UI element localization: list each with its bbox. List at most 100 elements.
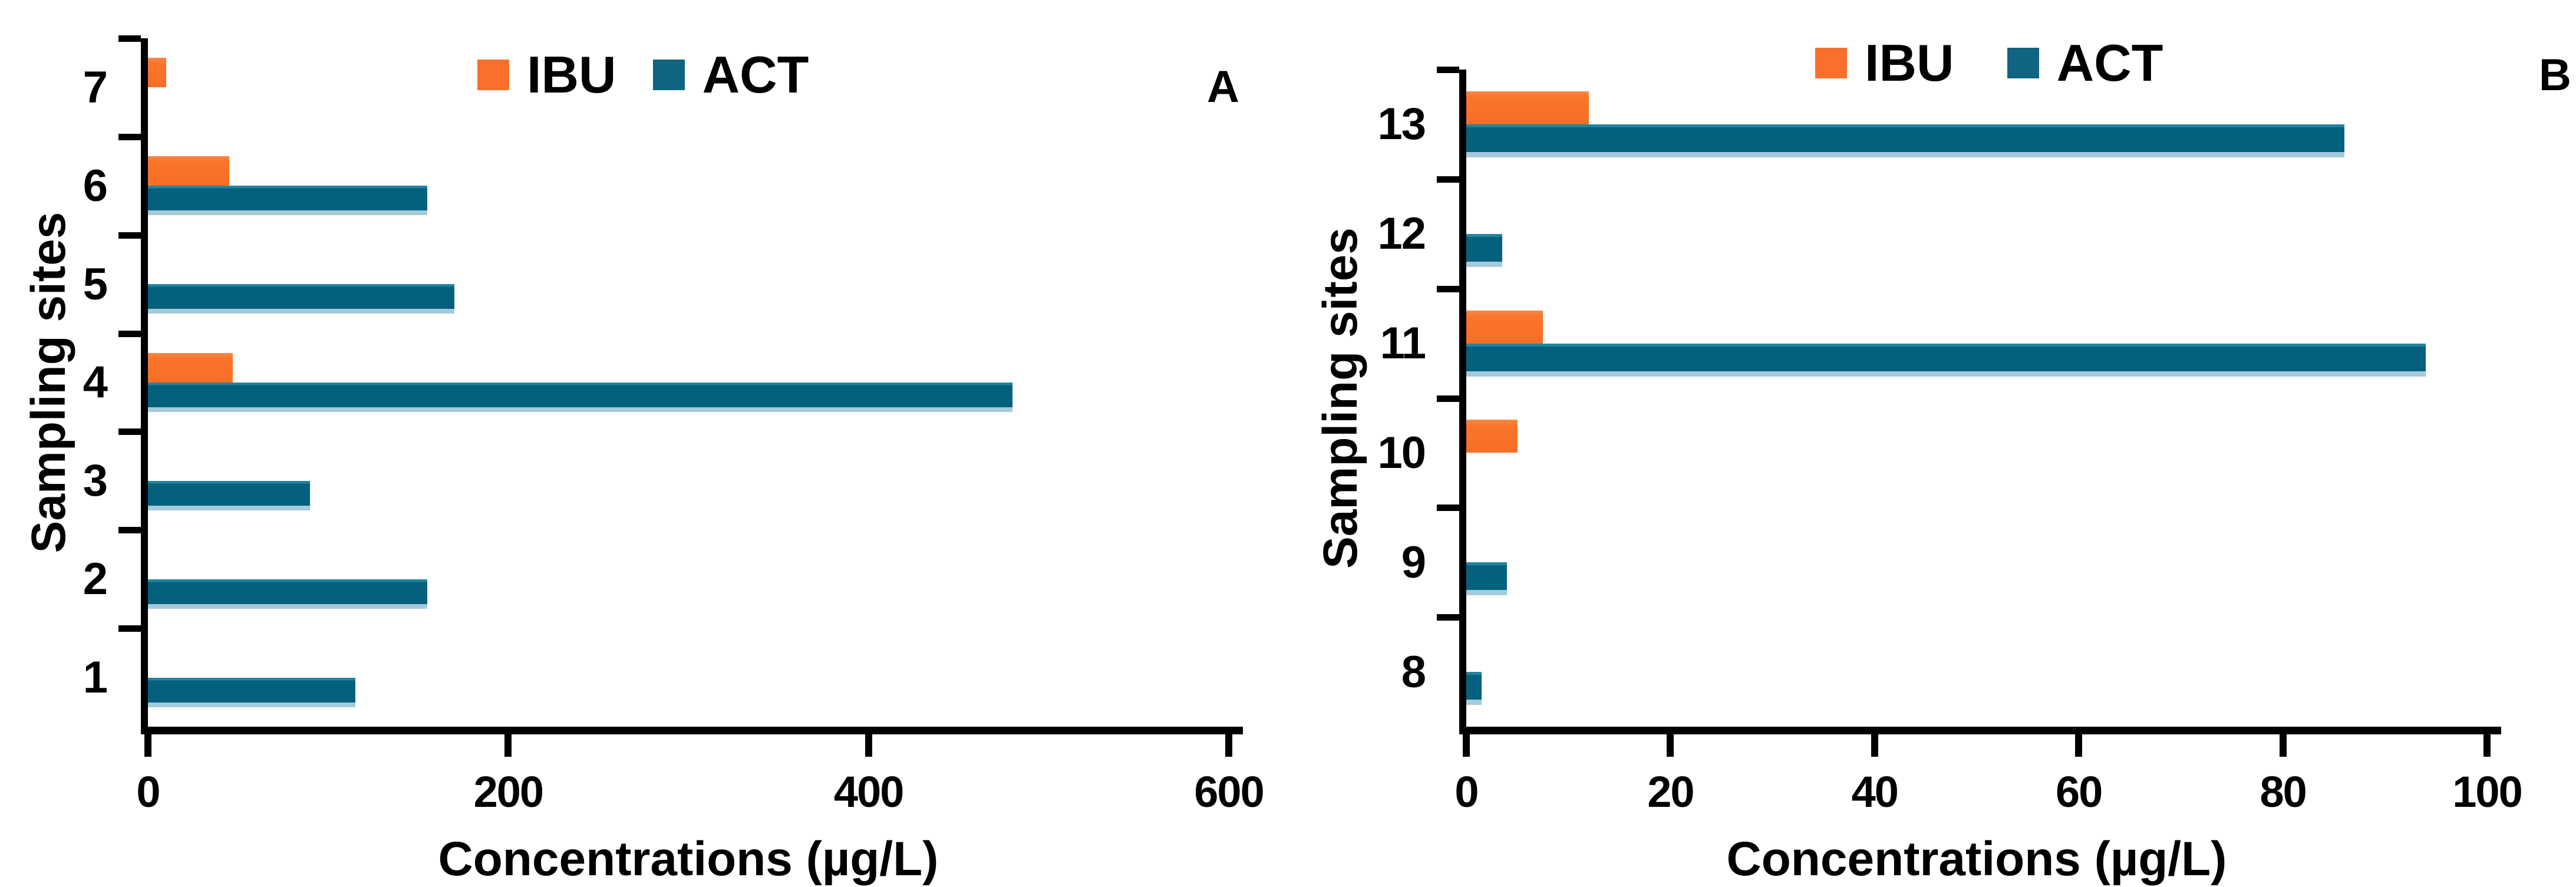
bar-pair-site-10 xyxy=(1466,420,2487,486)
bar-act-site-2 xyxy=(148,579,427,609)
bar-ibu-site-11 xyxy=(1466,310,1543,344)
y-axis-tick xyxy=(118,330,141,337)
x-axis-tick-20 xyxy=(1667,734,1674,757)
legend-swatch-ibu-icon xyxy=(477,60,509,90)
category-band-site-7 xyxy=(148,38,1229,137)
x-tick-label-400: 400 xyxy=(833,767,904,816)
category-band-site-13 xyxy=(1466,70,2487,179)
panel-b: 0 20 40 60 80 100 Concentrations (µg/L) 13 12 11 1… xyxy=(1285,0,2576,886)
bar-pair-site-3 xyxy=(148,451,1229,510)
bar-ibu-site-4 xyxy=(148,352,233,383)
x-axis-tick-0 xyxy=(1463,734,1470,757)
bar-act-site-1 xyxy=(148,677,355,707)
bar-pair-site-2 xyxy=(148,550,1229,609)
bar-act-site-9 xyxy=(1466,562,1508,596)
bar-ibu-site-7 xyxy=(148,58,166,88)
y-tick-label-site-11: 11 xyxy=(1380,318,1426,369)
legend-label-ibu: IBU xyxy=(527,45,616,104)
y-axis-tick xyxy=(1437,67,1459,73)
legend-swatch-act-icon xyxy=(652,60,685,90)
y-tick-label-site-6: 6 xyxy=(83,160,108,211)
x-axis-tick-600 xyxy=(1225,734,1232,757)
x-axis-tick-60 xyxy=(2075,734,2083,757)
y-tick-label-site-5: 5 xyxy=(83,259,108,309)
category-band-site-8 xyxy=(1466,617,2487,727)
panel-letter-a: A xyxy=(1207,62,1239,112)
legend-item-ibu: IBU xyxy=(477,45,616,105)
x-axis-title: Concentrations (µg/L) xyxy=(438,832,939,886)
x-tick-label-0: 0 xyxy=(1454,767,1479,816)
bar-pair-site-1 xyxy=(148,648,1229,707)
y-axis-title: Sampling sites xyxy=(1314,227,1367,569)
bar-ibu-site-13 xyxy=(1466,91,1589,124)
category-band-site-12 xyxy=(1466,179,2487,289)
x-axis-overhang xyxy=(1229,727,1243,734)
bar-act-site-13 xyxy=(1466,124,2344,157)
x-axis-overhang xyxy=(2487,727,2501,734)
x-tick-label-100: 100 xyxy=(2452,767,2522,816)
y-axis-tick xyxy=(118,625,141,632)
bar-pair-site-6 xyxy=(148,156,1229,216)
y-tick-label-site-9: 9 xyxy=(1401,537,1426,588)
y-axis-tick xyxy=(1437,614,1459,621)
x-axis-tick-0 xyxy=(144,734,151,757)
x-tick-label-0: 0 xyxy=(136,767,160,816)
bar-pair-site-11 xyxy=(1466,310,2487,377)
bar-act-site-8 xyxy=(1466,672,1482,705)
x-tick-label-80: 80 xyxy=(2260,767,2307,816)
legend-swatch-act-icon xyxy=(2007,48,2039,78)
category-band-site-2 xyxy=(148,530,1229,628)
category-band-site-10 xyxy=(1466,398,2487,508)
legend-item-ibu: IBU xyxy=(1815,33,1954,93)
plot-area-a: 0 200 400 600 Concentrations (µg/L) xyxy=(118,35,1265,886)
y-axis-tick xyxy=(1437,504,1459,512)
legend-item-act: ACT xyxy=(2007,33,2163,93)
y-tick-label-site-3: 3 xyxy=(83,456,108,506)
y-tick-label-site-8: 8 xyxy=(1401,647,1426,697)
bar-act-site-6 xyxy=(148,186,427,216)
y-axis-tick xyxy=(118,35,141,42)
x-axis-tick-400 xyxy=(865,734,872,757)
bar-act-site-12 xyxy=(1466,233,1502,267)
x-axis-tick-40 xyxy=(1871,734,1878,757)
bar-act-site-3 xyxy=(148,480,311,510)
y-tick-label-site-4: 4 xyxy=(83,357,108,408)
bar-act-site-4 xyxy=(148,382,1013,412)
panel-letter-b: B xyxy=(2539,50,2571,100)
y-axis-tick xyxy=(118,232,141,239)
bar-act-site-5 xyxy=(148,284,454,314)
x-axis-title: Concentrations (µg/L) xyxy=(1726,832,2227,886)
y-tick-label-site-7: 7 xyxy=(83,62,108,113)
legend-label-act: ACT xyxy=(2056,34,2163,92)
panel-a: 0 200 400 600 Concentrations (µg/L) 7 6 5 4 3 2 1 Sa… xyxy=(0,0,1285,886)
legend-label-ibu: IBU xyxy=(1865,34,1954,92)
bar-pair-site-13 xyxy=(1466,91,2487,157)
y-axis-title: Sampling sites xyxy=(22,212,75,553)
x-axis-tick-100 xyxy=(2483,734,2491,757)
legend-item-act: ACT xyxy=(652,45,809,105)
x-tick-label-60: 60 xyxy=(2056,767,2103,816)
bar-pair-site-12 xyxy=(1466,201,2487,267)
x-tick-label-20: 20 xyxy=(1647,767,1694,816)
category-band-site-3 xyxy=(148,431,1229,530)
y-axis-tick xyxy=(1437,285,1459,292)
category-band-site-1 xyxy=(148,628,1229,727)
bar-ibu-site-6 xyxy=(148,156,229,186)
x-tick-label-600: 600 xyxy=(1194,767,1264,816)
y-tick-label-site-1: 1 xyxy=(83,652,108,703)
y-tick-label-site-13: 13 xyxy=(1377,99,1426,150)
bar-pair-site-4 xyxy=(148,352,1229,412)
y-tick-label-site-10: 10 xyxy=(1377,427,1426,478)
bar-ibu-site-10 xyxy=(1466,420,1518,453)
legend-label-act: ACT xyxy=(702,45,809,104)
y-axis-tick xyxy=(1437,395,1459,402)
y-tick-label-site-2: 2 xyxy=(83,554,108,605)
category-band-site-4 xyxy=(148,334,1229,432)
legend: IBU ACT xyxy=(477,45,809,105)
plot-area-b: 0 20 40 60 80 100 Concentrations (µg/L) xyxy=(1437,67,2523,886)
legend-swatch-ibu-icon xyxy=(1815,48,1847,78)
y-axis-tick xyxy=(118,527,141,534)
category-band-site-11 xyxy=(1466,289,2487,398)
y-axis-tick xyxy=(1437,176,1459,183)
